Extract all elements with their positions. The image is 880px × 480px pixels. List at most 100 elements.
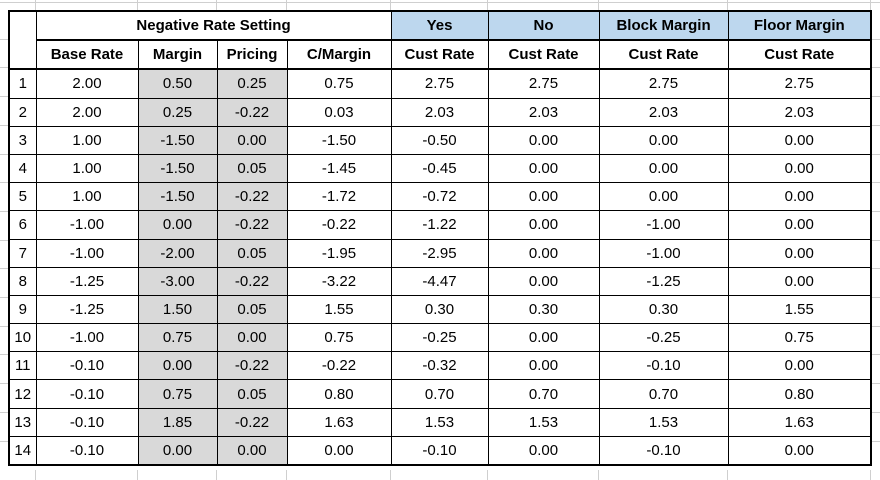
cell-margin[interactable]: -1.50: [137, 182, 218, 212]
cell-pricing[interactable]: 0.00: [216, 125, 288, 155]
cell-block-margin-cust-rate[interactable]: 2.75: [598, 68, 729, 99]
cell-floor-margin-cust-rate[interactable]: 0.00: [727, 238, 872, 268]
col-header-floor-margin-cust-rate[interactable]: Cust Rate: [727, 39, 872, 71]
cell-base-rate[interactable]: -1.25: [35, 294, 139, 325]
col-header-c-margin[interactable]: C/Margin: [286, 39, 392, 71]
cell-base-rate[interactable]: -1.00: [35, 210, 139, 240]
cell-margin[interactable]: 0.00: [137, 210, 218, 240]
cell-block-margin-cust-rate[interactable]: 0.00: [598, 125, 729, 155]
cell-floor-margin-cust-rate[interactable]: 0.80: [727, 379, 872, 409]
cell-base-rate[interactable]: -0.10: [35, 407, 139, 437]
cell-yes-cust-rate[interactable]: -1.22: [390, 210, 489, 240]
cell-block-margin-cust-rate[interactable]: -0.10: [598, 435, 729, 466]
cell-c-margin[interactable]: 1.63: [286, 407, 392, 437]
row-number[interactable]: 5: [8, 182, 37, 212]
cell-block-margin-cust-rate[interactable]: 0.00: [598, 153, 729, 184]
cell-base-rate[interactable]: -0.10: [35, 435, 139, 466]
row-number[interactable]: 6: [8, 210, 37, 240]
row-number[interactable]: 3: [8, 125, 37, 155]
cell-c-margin[interactable]: 0.80: [286, 379, 392, 409]
cell-block-margin-cust-rate[interactable]: -0.25: [598, 323, 729, 353]
cell-margin[interactable]: -3.00: [137, 266, 218, 296]
cell-floor-margin-cust-rate[interactable]: 0.75: [727, 323, 872, 353]
cell-margin[interactable]: 0.75: [137, 379, 218, 409]
cell-floor-margin-cust-rate[interactable]: 2.75: [727, 68, 872, 99]
cell-yes-cust-rate[interactable]: 1.53: [390, 407, 489, 437]
cell-pricing[interactable]: 0.05: [216, 238, 288, 268]
group-header-negative-rate-setting[interactable]: Negative Rate Setting: [35, 10, 392, 42]
cell-block-margin-cust-rate[interactable]: -1.25: [598, 266, 729, 296]
row-number[interactable]: 11: [8, 351, 37, 381]
col-header-no-cust-rate[interactable]: Cust Rate: [487, 39, 600, 71]
cell-pricing[interactable]: -0.22: [216, 182, 288, 212]
cell-no-cust-rate[interactable]: 0.00: [487, 125, 600, 155]
cell-base-rate[interactable]: -0.10: [35, 379, 139, 409]
cell-yes-cust-rate[interactable]: 0.70: [390, 379, 489, 409]
cell-yes-cust-rate[interactable]: -2.95: [390, 238, 489, 268]
cell-no-cust-rate[interactable]: 0.00: [487, 182, 600, 212]
cell-floor-margin-cust-rate[interactable]: 0.00: [727, 125, 872, 155]
row-number[interactable]: 12: [8, 379, 37, 409]
cell-base-rate[interactable]: -1.00: [35, 323, 139, 353]
cell-yes-cust-rate[interactable]: -4.47: [390, 266, 489, 296]
row-number[interactable]: 7: [8, 238, 37, 268]
cell-margin[interactable]: 0.25: [137, 97, 218, 127]
col-header-margin[interactable]: Margin: [137, 39, 218, 71]
scenario-header-floor-margin[interactable]: Floor Margin: [727, 10, 872, 42]
cell-base-rate[interactable]: 1.00: [35, 182, 139, 212]
cell-pricing[interactable]: 0.05: [216, 379, 288, 409]
cell-floor-margin-cust-rate[interactable]: 1.55: [727, 294, 872, 325]
cell-pricing[interactable]: -0.22: [216, 266, 288, 296]
cell-c-margin[interactable]: -1.95: [286, 238, 392, 268]
cell-base-rate[interactable]: 2.00: [35, 97, 139, 127]
cell-floor-margin-cust-rate[interactable]: 2.03: [727, 97, 872, 127]
cell-margin[interactable]: 0.75: [137, 323, 218, 353]
cell-margin[interactable]: 0.00: [137, 435, 218, 466]
cell-block-margin-cust-rate[interactable]: 0.30: [598, 294, 729, 325]
row-number[interactable]: 14: [8, 435, 37, 466]
cell-base-rate[interactable]: 1.00: [35, 153, 139, 184]
cell-no-cust-rate[interactable]: 0.00: [487, 435, 600, 466]
cell-yes-cust-rate[interactable]: 2.03: [390, 97, 489, 127]
col-header-pricing[interactable]: Pricing: [216, 39, 288, 71]
cell-margin[interactable]: -1.50: [137, 153, 218, 184]
cell-no-cust-rate[interactable]: 2.03: [487, 97, 600, 127]
cell-yes-cust-rate[interactable]: -0.50: [390, 125, 489, 155]
cell-c-margin[interactable]: 0.00: [286, 435, 392, 466]
cell-no-cust-rate[interactable]: 0.00: [487, 351, 600, 381]
cell-block-margin-cust-rate[interactable]: -1.00: [598, 238, 729, 268]
cell-c-margin[interactable]: 0.75: [286, 68, 392, 99]
row-number[interactable]: 8: [8, 266, 37, 296]
cell-c-margin[interactable]: 0.75: [286, 323, 392, 353]
cell-margin[interactable]: 1.50: [137, 294, 218, 325]
cell-block-margin-cust-rate[interactable]: 2.03: [598, 97, 729, 127]
cell-no-cust-rate[interactable]: 2.75: [487, 68, 600, 99]
cell-block-margin-cust-rate[interactable]: 0.00: [598, 182, 729, 212]
cell-no-cust-rate[interactable]: 0.00: [487, 266, 600, 296]
cell-pricing[interactable]: -0.22: [216, 351, 288, 381]
cell-margin[interactable]: 1.85: [137, 407, 218, 437]
col-header-base-rate[interactable]: Base Rate: [35, 39, 139, 71]
cell-floor-margin-cust-rate[interactable]: 0.00: [727, 351, 872, 381]
cell-margin[interactable]: 0.00: [137, 351, 218, 381]
cell-base-rate[interactable]: 2.00: [35, 68, 139, 99]
cell-base-rate[interactable]: -0.10: [35, 351, 139, 381]
cell-no-cust-rate[interactable]: 0.70: [487, 379, 600, 409]
cell-margin[interactable]: 0.50: [137, 68, 218, 99]
row-number[interactable]: 1: [8, 68, 37, 99]
cell-block-margin-cust-rate[interactable]: -0.10: [598, 351, 729, 381]
cell-floor-margin-cust-rate[interactable]: 0.00: [727, 182, 872, 212]
cell-pricing[interactable]: -0.22: [216, 210, 288, 240]
cell-pricing[interactable]: 0.00: [216, 323, 288, 353]
cell-floor-margin-cust-rate[interactable]: 0.00: [727, 153, 872, 184]
cell-c-margin[interactable]: 0.03: [286, 97, 392, 127]
cell-no-cust-rate[interactable]: 0.00: [487, 238, 600, 268]
col-header-block-margin-cust-rate[interactable]: Cust Rate: [598, 39, 729, 71]
cell-pricing[interactable]: 0.05: [216, 294, 288, 325]
cell-yes-cust-rate[interactable]: -0.45: [390, 153, 489, 184]
cell-yes-cust-rate[interactable]: 2.75: [390, 68, 489, 99]
cell-c-margin[interactable]: 1.55: [286, 294, 392, 325]
cell-no-cust-rate[interactable]: 1.53: [487, 407, 600, 437]
cell-c-margin[interactable]: -3.22: [286, 266, 392, 296]
cell-base-rate[interactable]: -1.00: [35, 238, 139, 268]
